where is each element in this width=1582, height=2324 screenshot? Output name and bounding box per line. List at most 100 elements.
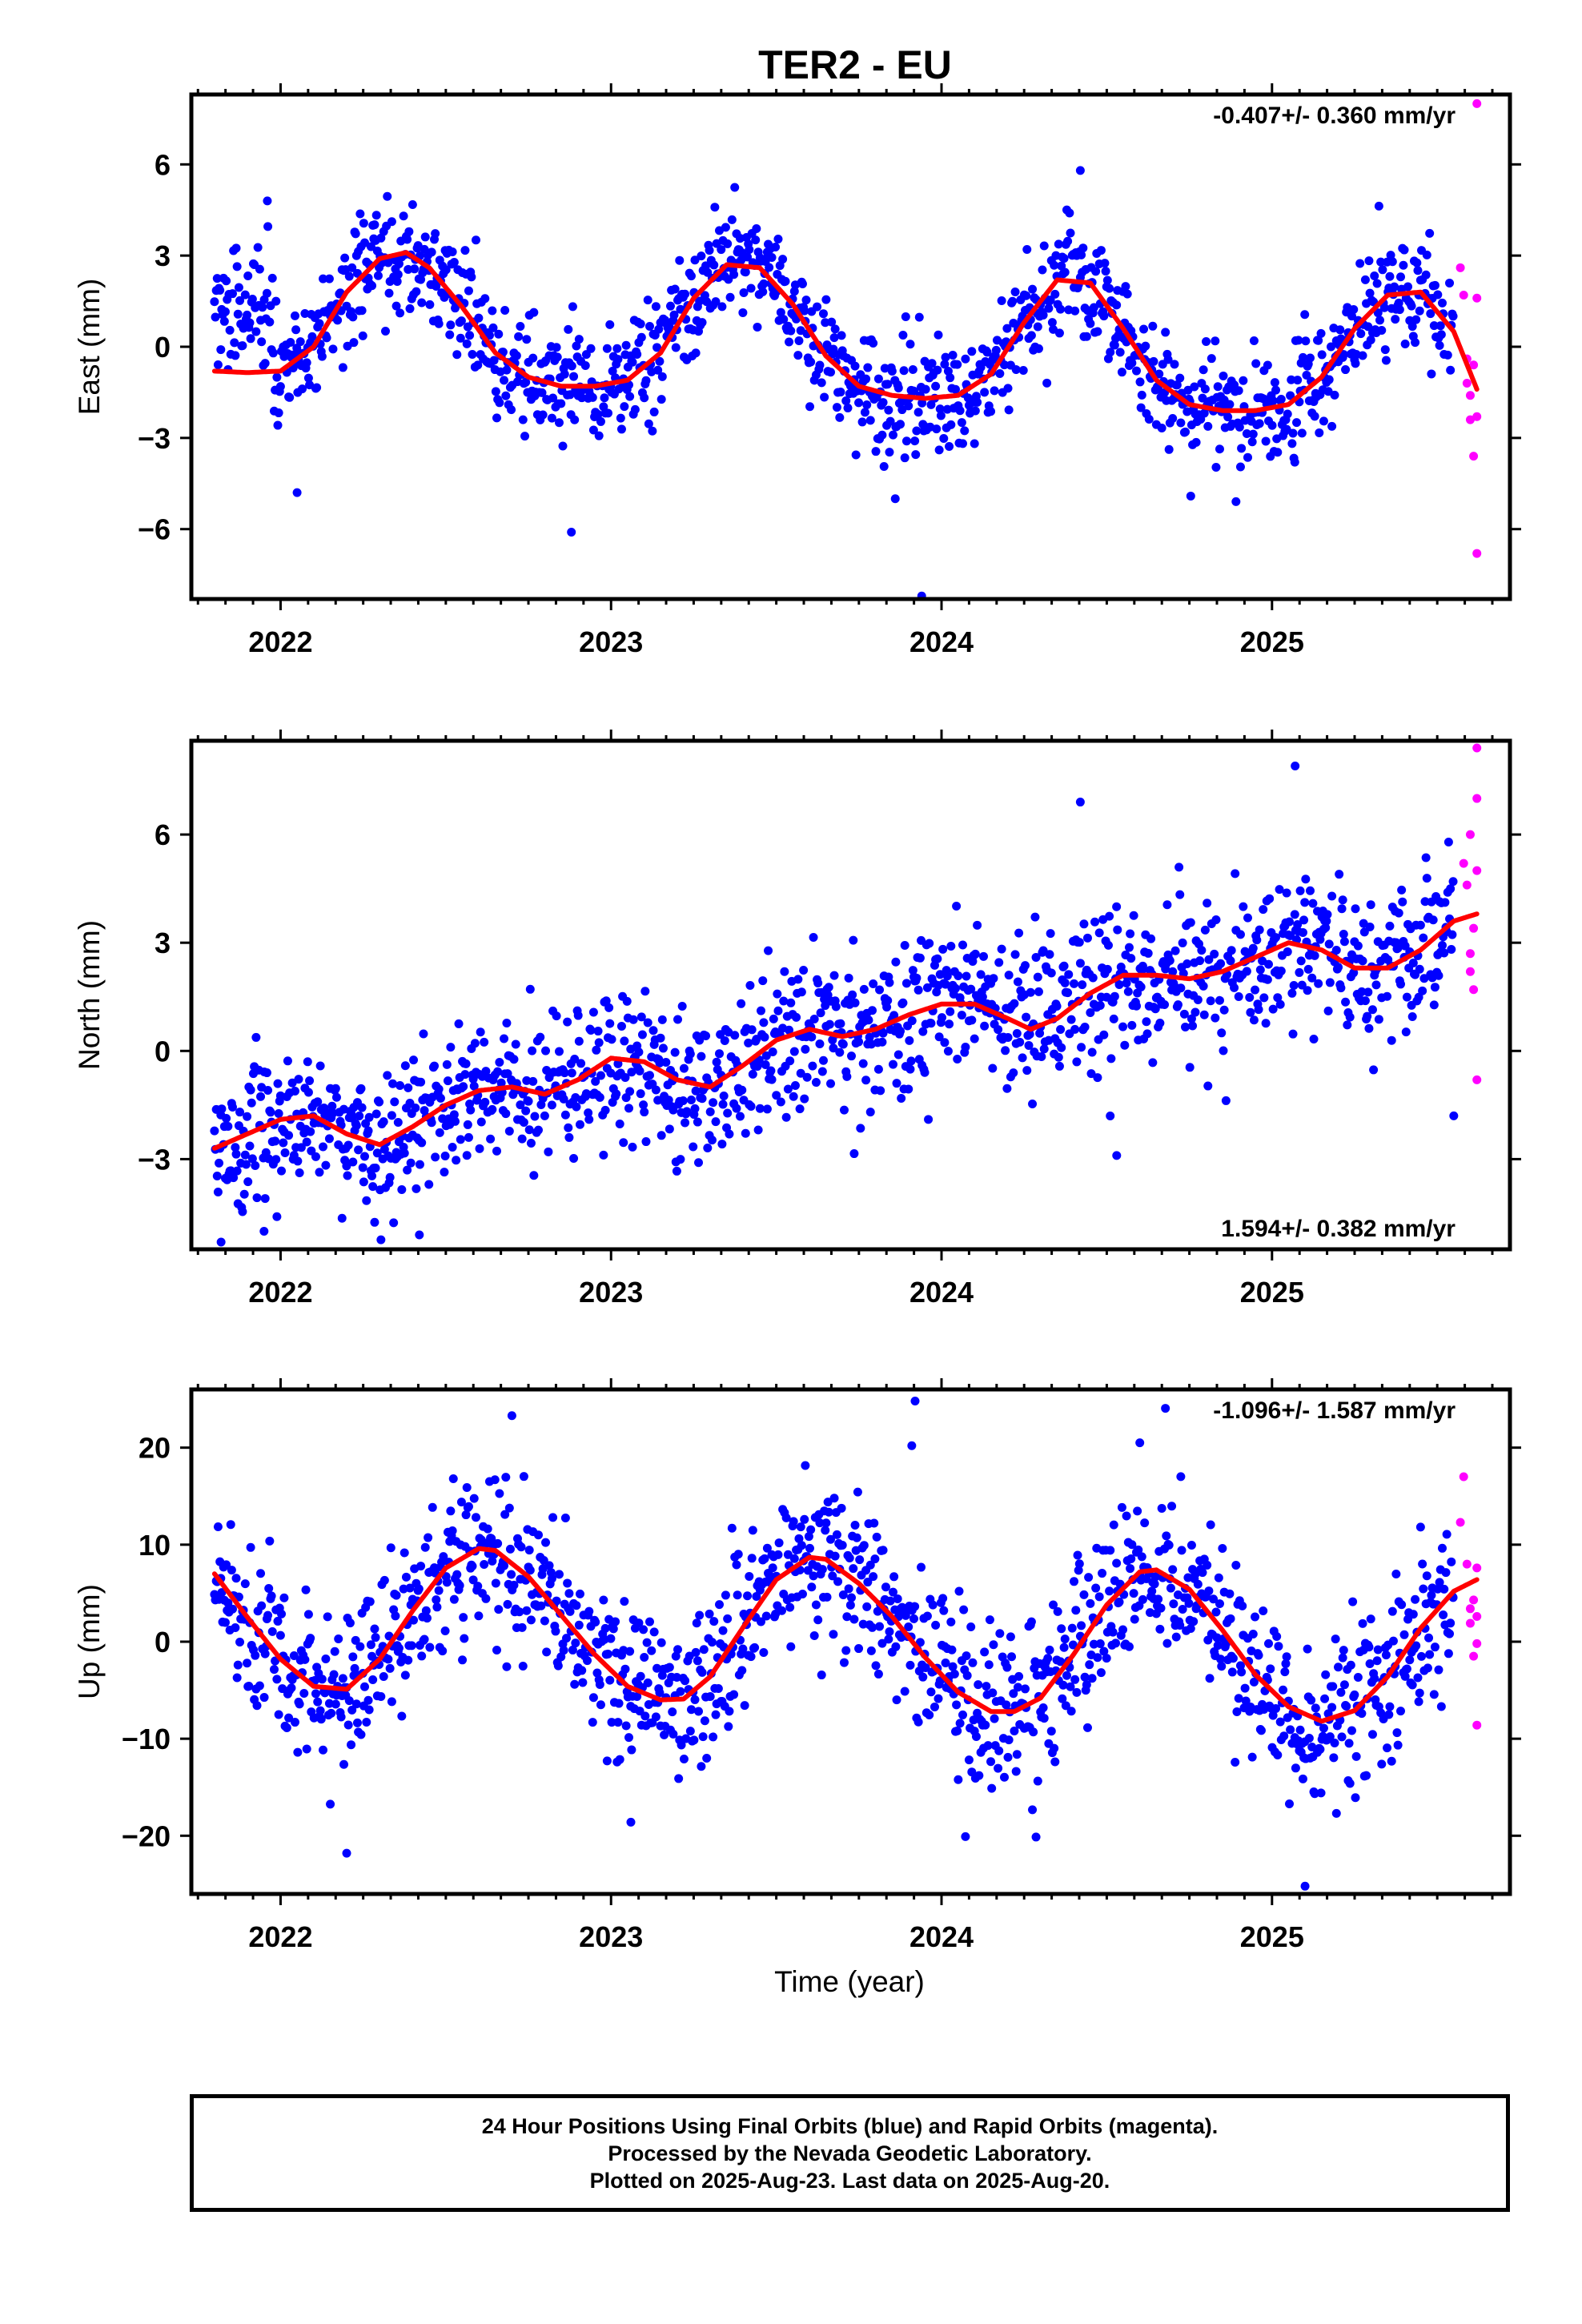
- final-orbit-point: [839, 1105, 849, 1115]
- final-orbit-point: [1393, 943, 1403, 953]
- final-orbit-point: [272, 372, 282, 382]
- final-orbit-point: [885, 448, 894, 457]
- final-orbit-point: [900, 941, 909, 951]
- final-orbit-point: [338, 363, 347, 372]
- final-orbit-point: [403, 235, 412, 244]
- final-orbit-point: [636, 1671, 645, 1681]
- final-orbit-point: [1249, 1677, 1259, 1687]
- final-orbit-point: [776, 308, 785, 317]
- final-orbit-point: [933, 954, 942, 963]
- final-orbit-point: [379, 1671, 388, 1681]
- final-orbit-point: [352, 1718, 362, 1727]
- final-orbit-point: [1256, 1726, 1266, 1735]
- final-orbit-point: [789, 287, 799, 296]
- final-orbit-point: [474, 1611, 484, 1621]
- final-orbit-point: [817, 1565, 827, 1574]
- final-orbit-point: [1328, 1682, 1338, 1691]
- final-orbit-point: [941, 979, 950, 989]
- x-tick-label: 2024: [909, 625, 974, 658]
- final-orbit-point: [879, 461, 889, 471]
- final-orbit-point: [1396, 979, 1406, 989]
- final-orbit-point: [685, 1727, 695, 1736]
- final-orbit-point: [1360, 996, 1370, 1006]
- footer-line-3: Plotted on 2025-Aug-23. Last data on 202…: [589, 2168, 1110, 2193]
- final-orbit-point: [438, 1114, 448, 1124]
- final-orbit-point: [226, 1520, 235, 1530]
- final-orbit-point: [1059, 1642, 1069, 1652]
- final-orbit-point: [885, 1596, 895, 1606]
- final-orbit-point: [627, 1745, 636, 1755]
- final-orbit-point: [931, 381, 941, 391]
- final-orbit-point: [695, 296, 705, 306]
- final-orbit-point: [957, 418, 966, 428]
- rapid-orbit-point: [1465, 1618, 1475, 1628]
- final-orbit-point: [1371, 980, 1381, 990]
- final-orbit-point: [898, 330, 908, 340]
- final-orbit-point: [1112, 300, 1122, 310]
- final-orbit-point: [260, 1649, 270, 1659]
- final-orbit-point: [469, 1494, 479, 1503]
- final-orbit-point: [1385, 271, 1395, 281]
- final-orbit-point: [1139, 324, 1149, 334]
- final-orbit-point: [1205, 1674, 1215, 1683]
- final-orbit-point: [707, 1136, 717, 1145]
- y-tick-label: 20: [139, 1432, 171, 1465]
- final-orbit-point: [1105, 283, 1114, 293]
- final-orbit-point: [1247, 437, 1257, 447]
- final-orbit-point: [1401, 1027, 1411, 1037]
- final-orbit-point: [1305, 886, 1315, 895]
- final-orbit-point: [1029, 1727, 1038, 1737]
- final-orbit-point: [431, 1152, 440, 1162]
- final-orbit-point: [1427, 369, 1436, 379]
- final-orbit-point: [404, 1083, 413, 1092]
- final-orbit-point: [901, 979, 911, 988]
- final-orbit-point: [805, 1543, 815, 1553]
- final-orbit-point: [1127, 1540, 1137, 1550]
- final-orbit-point: [323, 1612, 332, 1622]
- rapid-orbit-point: [1472, 549, 1482, 558]
- final-orbit-point: [351, 1635, 360, 1645]
- final-orbit-point: [1448, 877, 1458, 887]
- final-orbit-point: [1449, 1111, 1459, 1120]
- final-orbit-point: [986, 407, 996, 416]
- final-orbit-point: [371, 1163, 380, 1172]
- final-orbit-point: [829, 971, 839, 980]
- final-orbit-point: [671, 343, 681, 352]
- final-orbit-point: [1408, 958, 1418, 967]
- final-orbit-point: [721, 223, 730, 232]
- final-orbit-point: [695, 1610, 705, 1620]
- final-orbit-point: [1066, 1707, 1076, 1716]
- final-orbit-point: [656, 1131, 666, 1140]
- final-orbit-point: [1138, 1594, 1147, 1604]
- final-orbit-point: [470, 1039, 480, 1048]
- final-orbit-point: [838, 1590, 848, 1599]
- plot-area: [210, 743, 1482, 1247]
- final-orbit-point: [1394, 908, 1403, 918]
- final-orbit-point: [885, 978, 894, 987]
- final-orbit-point: [400, 1671, 410, 1680]
- final-orbit-point: [1146, 934, 1156, 943]
- final-orbit-point: [1378, 265, 1387, 275]
- final-orbit-point: [241, 1160, 251, 1169]
- final-orbit-point: [1004, 971, 1014, 980]
- final-orbit-point: [845, 1600, 855, 1610]
- final-orbit-point: [973, 397, 982, 407]
- final-orbit-point: [1123, 987, 1133, 996]
- final-orbit-point: [348, 312, 358, 322]
- final-orbit-point: [962, 971, 971, 981]
- final-orbit-point: [373, 271, 383, 280]
- footer-line-2: Processed by the Nevada Geodetic Laborat…: [608, 2141, 1092, 2165]
- final-orbit-point: [1387, 1606, 1397, 1616]
- final-orbit-point: [504, 1503, 514, 1513]
- final-orbit-point: [1124, 943, 1134, 952]
- final-orbit-point: [1238, 1601, 1247, 1610]
- final-orbit-point: [845, 1554, 854, 1563]
- final-orbit-point: [285, 392, 295, 402]
- x-tick-label: 2022: [248, 1920, 312, 1953]
- final-orbit-point: [1219, 1046, 1228, 1055]
- final-orbit-point: [776, 1097, 785, 1107]
- final-orbit-point: [1295, 967, 1304, 977]
- final-orbit-point: [1234, 1694, 1243, 1703]
- final-orbit-point: [227, 289, 237, 299]
- final-orbit-point: [493, 1067, 503, 1076]
